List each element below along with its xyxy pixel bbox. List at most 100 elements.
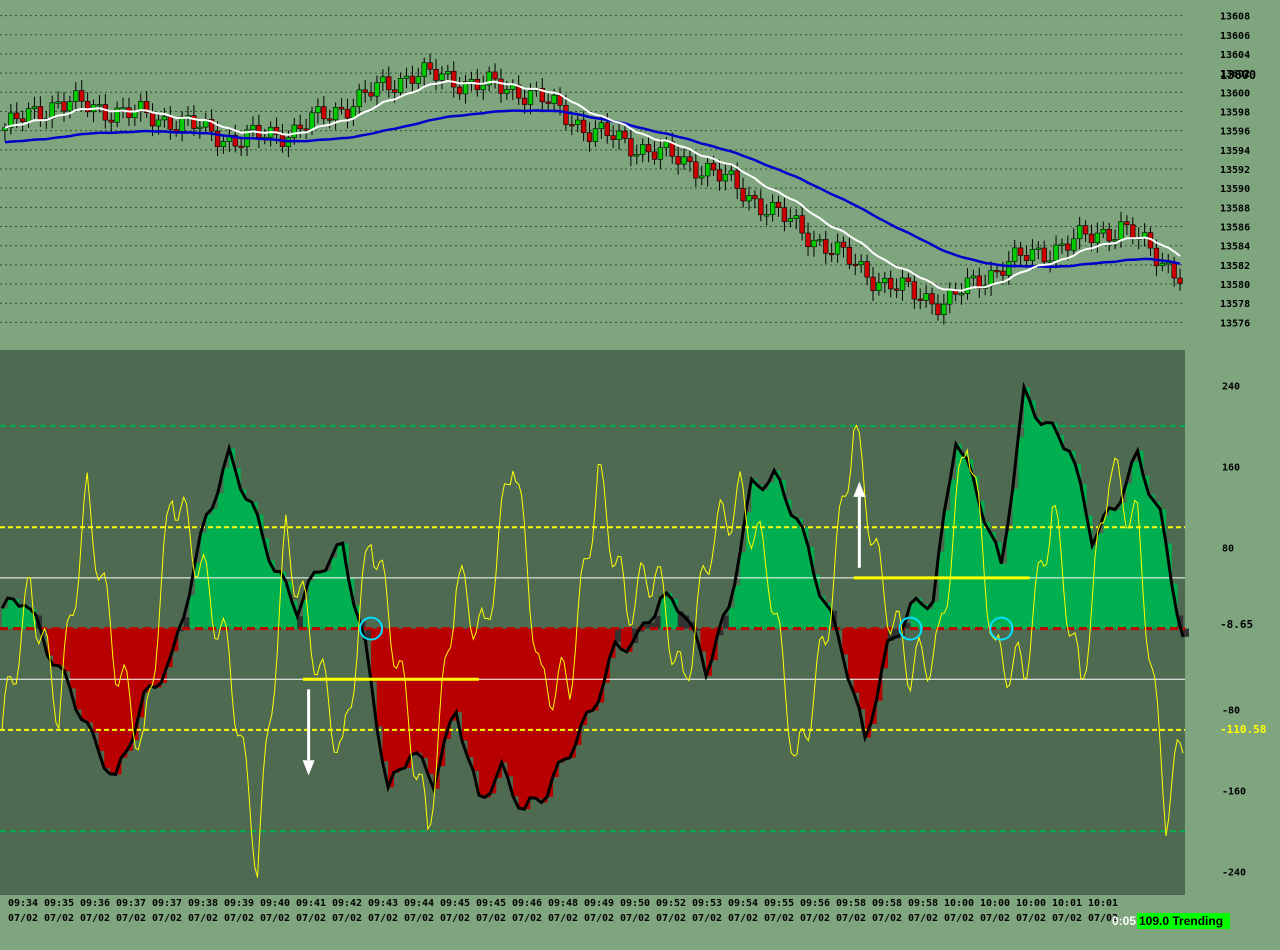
osc-bar-negative: [524, 628, 531, 810]
candle-up: [575, 119, 581, 125]
time-tick-label: 10:01: [1052, 898, 1082, 909]
candle-up: [356, 89, 362, 108]
osc-bar-positive: [723, 615, 730, 629]
oscillator-axis: 240 160 80 -80 -160 -240: [1222, 381, 1246, 878]
osc-bar-positive: [808, 547, 815, 629]
candle-down: [1082, 225, 1089, 235]
time-tick-label: 09:39: [224, 898, 254, 909]
osc-bar-negative: [1183, 628, 1189, 637]
date-tick-label: 07/02: [908, 913, 938, 924]
osc-bar-positive: [1018, 436, 1025, 629]
date-tick-label: 07/02: [368, 913, 398, 924]
osc-bar-positive: [325, 570, 332, 629]
date-tick-label: 07/02: [80, 913, 110, 924]
osc-bar-negative: [461, 628, 468, 741]
osc-bar-positive: [336, 544, 343, 629]
osc-bar-positive: [1160, 509, 1167, 629]
candle-up: [876, 282, 882, 291]
candle-down: [79, 90, 85, 102]
candle-down: [622, 130, 628, 139]
candle-down: [167, 116, 173, 130]
osc-bar-negative: [558, 628, 565, 763]
candle-up: [486, 71, 492, 86]
osc-bar-negative: [422, 628, 429, 758]
osc-bar-positive: [984, 522, 991, 629]
candle-down: [716, 169, 723, 182]
osc-bar-positive: [1120, 502, 1127, 629]
osc-bar-negative: [547, 628, 554, 797]
candle-down: [1106, 228, 1112, 242]
osc-bar-negative: [64, 628, 71, 672]
osc-bar-negative: [104, 628, 111, 769]
osc-bar-positive: [1006, 530, 1013, 629]
osc-bar-positive: [796, 518, 803, 629]
osc-bar-positive: [649, 622, 656, 629]
osc-bar-negative: [473, 628, 480, 771]
time-tick-label: 09:49: [584, 898, 614, 909]
time-tick-label: 09:37: [116, 898, 146, 909]
osc-bar-negative: [541, 628, 548, 803]
osc-bar-positive: [751, 479, 758, 629]
price-tick-label: 13590: [1220, 184, 1250, 195]
osc-bar-positive: [1052, 422, 1059, 629]
osc-bar-negative: [87, 628, 94, 723]
osc-bar-positive: [30, 609, 37, 629]
candle-down: [173, 129, 179, 132]
osc-bar-positive: [217, 492, 224, 629]
candle-up: [220, 141, 227, 148]
candle-down: [870, 276, 876, 291]
osc-bar-positive: [757, 485, 764, 629]
osc-bar-negative: [166, 628, 173, 668]
candle-up: [25, 108, 32, 122]
candle-up: [769, 201, 776, 215]
candle-up: [598, 122, 605, 129]
osc-bar-negative: [490, 628, 497, 794]
candle-down: [710, 162, 717, 171]
price-tick-label: 13588: [1220, 203, 1250, 214]
candle-up: [681, 156, 687, 165]
candle-up: [291, 124, 297, 138]
date-tick-label: 07/02: [692, 913, 722, 924]
osc-bar-negative: [626, 628, 633, 652]
candle-up: [1094, 232, 1101, 244]
osc-bar-positive: [24, 605, 31, 629]
date-tick-label: 07/02: [512, 913, 542, 924]
osc-bar-positive: [785, 499, 792, 629]
osc-bar-positive: [308, 580, 315, 629]
osc-bar-negative: [700, 628, 707, 652]
osc-bar-positive: [791, 515, 798, 629]
candle-up: [439, 73, 445, 81]
candle-down: [828, 253, 835, 256]
price-tick-label: 13604: [1220, 50, 1250, 61]
candle-up: [55, 101, 61, 104]
osc-bar-positive: [1058, 435, 1065, 629]
time-tick-label: 09:58: [872, 898, 902, 909]
osc-bar-positive: [916, 598, 923, 629]
candle-down: [214, 130, 221, 148]
candle-down: [693, 161, 699, 179]
candle-up: [1012, 247, 1018, 262]
candle-down: [852, 263, 858, 266]
candle-up: [67, 101, 73, 112]
osc-bar-negative: [564, 628, 571, 760]
osc-bar-negative: [450, 628, 457, 721]
candle-up: [634, 154, 640, 157]
osc-bar-positive: [1126, 483, 1133, 629]
candle-up: [138, 101, 144, 112]
osc-bar-positive: [666, 592, 673, 629]
fast-moving-average: [4, 79, 1181, 292]
price-tick-label: 13598: [1220, 107, 1250, 118]
candle-down: [232, 134, 238, 147]
candle-up: [970, 275, 977, 279]
candle-down: [456, 86, 463, 95]
candle-up: [445, 70, 451, 75]
date-tick-label: 07/02: [548, 913, 578, 924]
candle-down: [734, 170, 740, 189]
candle-up: [421, 62, 427, 77]
candle-up: [179, 116, 185, 132]
osc-bar-positive: [643, 623, 650, 629]
candle-up: [161, 116, 168, 121]
time-tick-label: 09:43: [368, 898, 398, 909]
candle-up: [640, 144, 646, 155]
osc-bar-positive: [348, 578, 355, 629]
